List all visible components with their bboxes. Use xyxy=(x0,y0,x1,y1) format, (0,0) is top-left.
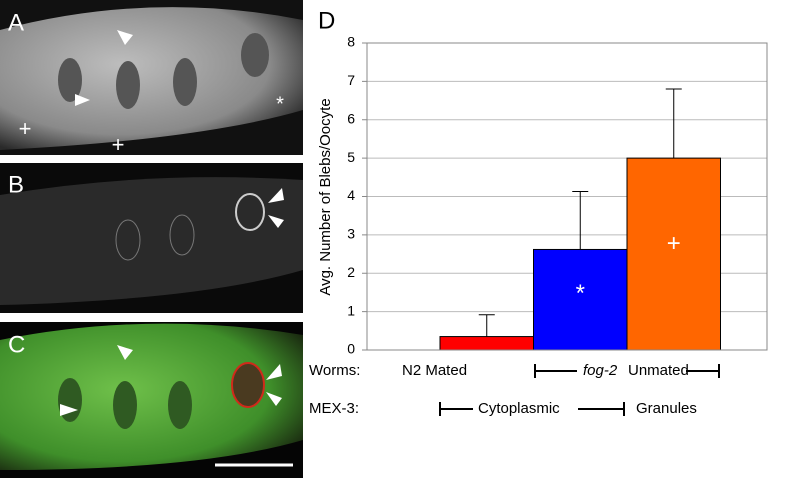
nucleus xyxy=(58,58,82,102)
arrowhead xyxy=(266,364,282,380)
nucleus xyxy=(173,58,197,106)
panel-label: C xyxy=(8,331,25,358)
bar xyxy=(626,157,721,351)
panel-label: A xyxy=(8,9,24,36)
group-name: fog-2 xyxy=(583,362,618,379)
plot-frame xyxy=(366,42,768,351)
group-label: MEX-3: xyxy=(309,400,359,417)
symbol: + xyxy=(112,132,125,157)
y-tick-label: 6 xyxy=(347,110,355,126)
bar xyxy=(533,248,628,351)
nucleus xyxy=(168,381,192,429)
y-tick-label: 4 xyxy=(347,187,355,203)
nucleus xyxy=(231,362,265,408)
y-tick-label: 3 xyxy=(347,226,355,242)
bar xyxy=(439,336,534,351)
y-tick-label: 5 xyxy=(347,149,355,165)
micrograph xyxy=(0,323,303,470)
bar-symbol: * xyxy=(576,280,585,307)
y-tick-label: 1 xyxy=(347,302,355,318)
y-axis-label: Avg. Number of Blebs/Oocyte xyxy=(317,98,334,295)
nucleus xyxy=(235,193,265,231)
panel-a: A + + * xyxy=(0,0,303,157)
nucleus xyxy=(113,381,137,429)
symbol: + xyxy=(19,116,32,141)
symbol: * xyxy=(276,93,284,115)
arrowhead xyxy=(268,215,284,228)
y-tick-label: 7 xyxy=(347,72,355,88)
arrowhead xyxy=(266,392,282,406)
group-name: N2 Mated xyxy=(402,362,467,379)
group-label: Worms: xyxy=(309,362,360,379)
group-name: Unmated xyxy=(628,362,689,379)
plot: 0 1 2 3 4 5 6 7 8 * + xyxy=(347,34,767,357)
group-name: Cytoplasmic xyxy=(478,400,560,417)
panel-c: C xyxy=(0,322,303,478)
group-name: Granules xyxy=(636,400,697,417)
arrow xyxy=(75,94,90,106)
panel-label: B xyxy=(8,171,24,198)
nucleus xyxy=(115,219,141,261)
arrow xyxy=(60,404,78,416)
y-tick-label: 0 xyxy=(347,341,355,357)
panel-b: B xyxy=(0,163,303,313)
y-tick-label: 2 xyxy=(347,264,355,280)
y-tick-label: 8 xyxy=(347,34,355,50)
nucleus xyxy=(116,61,140,109)
micrograph xyxy=(0,177,303,305)
arrow xyxy=(117,30,133,45)
micrograph xyxy=(0,7,303,151)
panel-label: D xyxy=(318,7,335,34)
bar-symbol: + xyxy=(667,230,681,257)
arrowhead xyxy=(268,188,284,203)
arrow xyxy=(117,345,133,360)
nucleus xyxy=(169,214,195,256)
nucleus xyxy=(241,33,269,77)
